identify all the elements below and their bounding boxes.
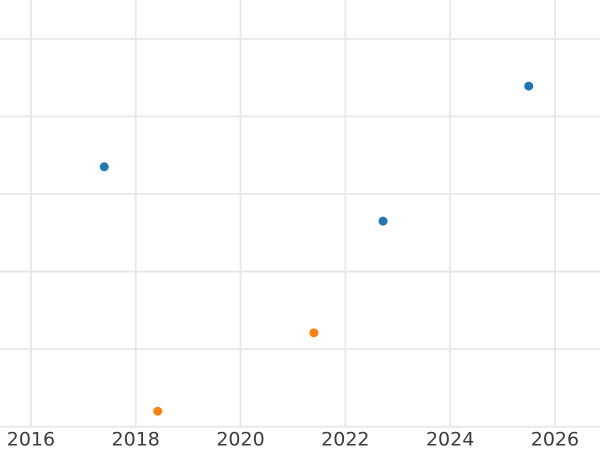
x-tick-label: 2016 bbox=[7, 429, 55, 450]
x-tick-label: 2020 bbox=[216, 429, 264, 450]
data-point-orange-series[interactable] bbox=[153, 406, 163, 416]
x-tick-label: 2024 bbox=[426, 429, 474, 450]
x-tick-label: 2018 bbox=[112, 429, 160, 450]
data-point-blue-series[interactable] bbox=[378, 216, 388, 226]
data-point-blue-series[interactable] bbox=[524, 81, 534, 91]
x-tick-label: 2022 bbox=[321, 429, 369, 450]
data-point-orange-series[interactable] bbox=[309, 328, 319, 338]
data-point-blue-series[interactable] bbox=[99, 162, 109, 172]
x-tick-label: 2026 bbox=[531, 429, 579, 450]
